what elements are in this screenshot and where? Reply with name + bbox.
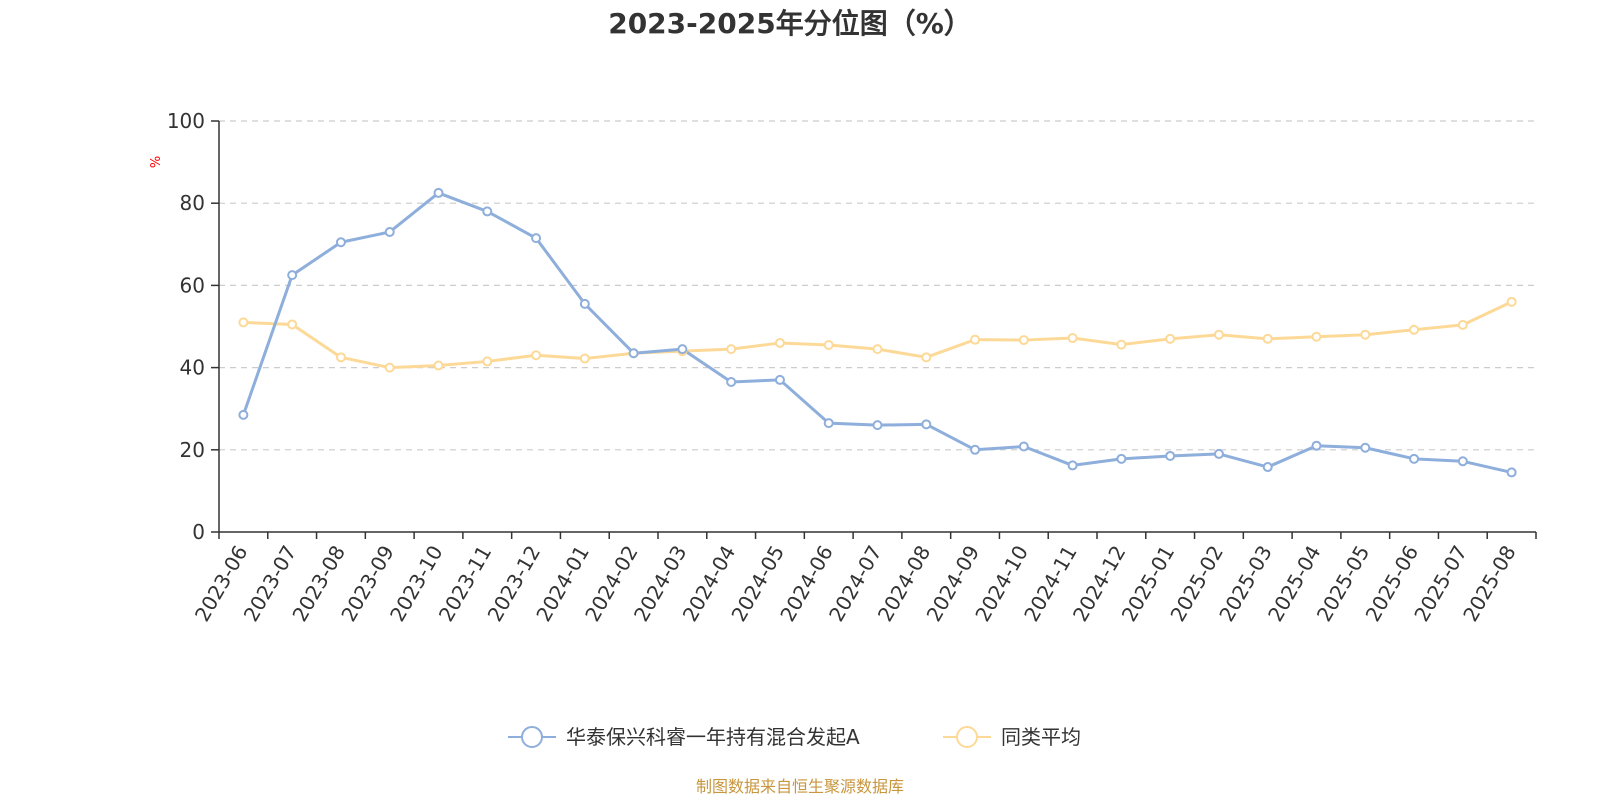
y-tick-label: 100	[167, 109, 205, 133]
legend-item-label[interactable]: 华泰保兴科睿一年持有混合发起A	[566, 725, 860, 749]
series-point-1[interactable]	[531, 350, 542, 361]
series-point-0[interactable]	[1506, 467, 1517, 478]
series-point-1[interactable]	[1506, 296, 1517, 307]
series-point-0[interactable]	[579, 298, 590, 309]
series-point-0[interactable]	[726, 376, 737, 387]
series-point-0[interactable]	[482, 206, 493, 217]
series-point-1[interactable]	[238, 317, 249, 328]
series-point-1[interactable]	[1165, 333, 1176, 344]
series-point-0[interactable]	[1311, 440, 1322, 451]
series-point-1[interactable]	[1360, 329, 1371, 340]
series-point-1[interactable]	[921, 352, 932, 363]
series-point-1[interactable]	[872, 344, 883, 355]
series-point-0[interactable]	[1165, 450, 1176, 461]
series-point-0[interactable]	[628, 348, 639, 359]
series-point-1[interactable]	[726, 344, 737, 355]
series-point-0[interactable]	[531, 233, 542, 244]
legend-marker-icon	[956, 726, 978, 748]
series-point-0[interactable]	[823, 418, 834, 429]
chart-title: 2023-2025年分位图（%）	[608, 7, 972, 40]
legend: 华泰保兴科睿一年持有混合发起A 同类平均	[508, 725, 1081, 749]
series-point-0[interactable]	[1018, 441, 1029, 452]
y-tick-label: 0	[192, 520, 205, 544]
series-point-1[interactable]	[1457, 319, 1468, 330]
series-point-0[interactable]	[677, 344, 688, 355]
series-point-1[interactable]	[482, 356, 493, 367]
y-tick-label: 60	[180, 273, 205, 297]
y-tick-label: 80	[180, 191, 205, 215]
series-point-1[interactable]	[1311, 331, 1322, 342]
y-axis-unit-label: %	[149, 156, 164, 168]
series-point-1[interactable]	[433, 360, 444, 371]
y-tick-label: 40	[180, 356, 205, 380]
series-point-1[interactable]	[823, 339, 834, 350]
series-point-1[interactable]	[1213, 329, 1224, 340]
series-point-1[interactable]	[1018, 335, 1029, 346]
series-point-1[interactable]	[1262, 333, 1273, 344]
series-point-0[interactable]	[1213, 448, 1224, 459]
y-tick-label: 20	[180, 438, 205, 462]
series-point-0[interactable]	[1457, 456, 1468, 467]
series-point-1[interactable]	[774, 337, 785, 348]
series-point-0[interactable]	[238, 409, 249, 420]
x-axis: 2023-062023-072023-082023-092023-102023-…	[190, 531, 1537, 626]
series-point-0[interactable]	[287, 270, 298, 281]
series-point-0[interactable]	[1262, 462, 1273, 473]
series-point-0[interactable]	[1067, 460, 1078, 471]
series-point-0[interactable]	[872, 420, 883, 431]
series-line-1	[243, 300, 1513, 370]
legend-item-label[interactable]: 同类平均	[1001, 725, 1081, 749]
series-point-0[interactable]	[1409, 453, 1420, 464]
series-layer	[238, 187, 1517, 478]
series-point-0[interactable]	[1360, 442, 1371, 453]
legend-marker-icon	[521, 726, 543, 748]
series-point-1[interactable]	[1116, 339, 1127, 350]
grid-lines	[219, 120, 1536, 451]
series-point-1[interactable]	[1409, 324, 1420, 335]
series-point-0[interactable]	[384, 226, 395, 237]
series-point-0[interactable]	[774, 374, 785, 385]
series-point-0[interactable]	[970, 444, 981, 455]
series-line-0	[241, 191, 1512, 474]
series-point-1[interactable]	[287, 319, 298, 330]
series-point-1[interactable]	[384, 362, 395, 373]
series-point-1[interactable]	[335, 352, 346, 363]
series-point-0[interactable]	[921, 419, 932, 430]
series-point-0[interactable]	[335, 237, 346, 248]
source-note: 制图数据来自恒生聚源数据库	[696, 777, 904, 796]
series-point-1[interactable]	[579, 353, 590, 364]
series-point-1[interactable]	[970, 334, 981, 345]
y-axis: 0 20 40 60 80 100	[167, 109, 220, 544]
series-point-0[interactable]	[433, 187, 444, 198]
series-point-0[interactable]	[1116, 453, 1127, 464]
series-point-1[interactable]	[1067, 333, 1078, 344]
